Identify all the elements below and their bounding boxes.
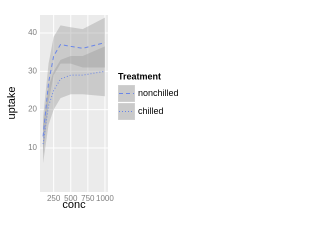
y-tick-label: 20 <box>28 105 37 114</box>
confidence-band <box>43 46 105 164</box>
x-tick-label: 500 <box>64 194 78 203</box>
confidence-band <box>43 17 105 156</box>
panel <box>40 15 108 192</box>
x-tick-label: 750 <box>81 194 95 203</box>
legend-key <box>117 102 136 121</box>
y-axis-label: uptake <box>6 86 18 119</box>
y-tick-label: 30 <box>28 66 37 75</box>
legend-title: Treatment <box>118 71 161 81</box>
y-tick-label: 10 <box>28 143 37 152</box>
x-axis-label: conc <box>62 199 86 211</box>
line <box>42 42 106 137</box>
legend-label: chilled <box>138 106 164 116</box>
legend-label: nonchilled <box>138 88 179 98</box>
x-tick-label: 250 <box>47 194 61 203</box>
y-tick-label: 40 <box>28 28 37 37</box>
chart: conc uptake Treatment 10 20 30 40 250 500 750 1… <box>6 15 179 211</box>
x-tick-label: 1000 <box>96 194 114 203</box>
legend-key-band <box>118 103 135 120</box>
